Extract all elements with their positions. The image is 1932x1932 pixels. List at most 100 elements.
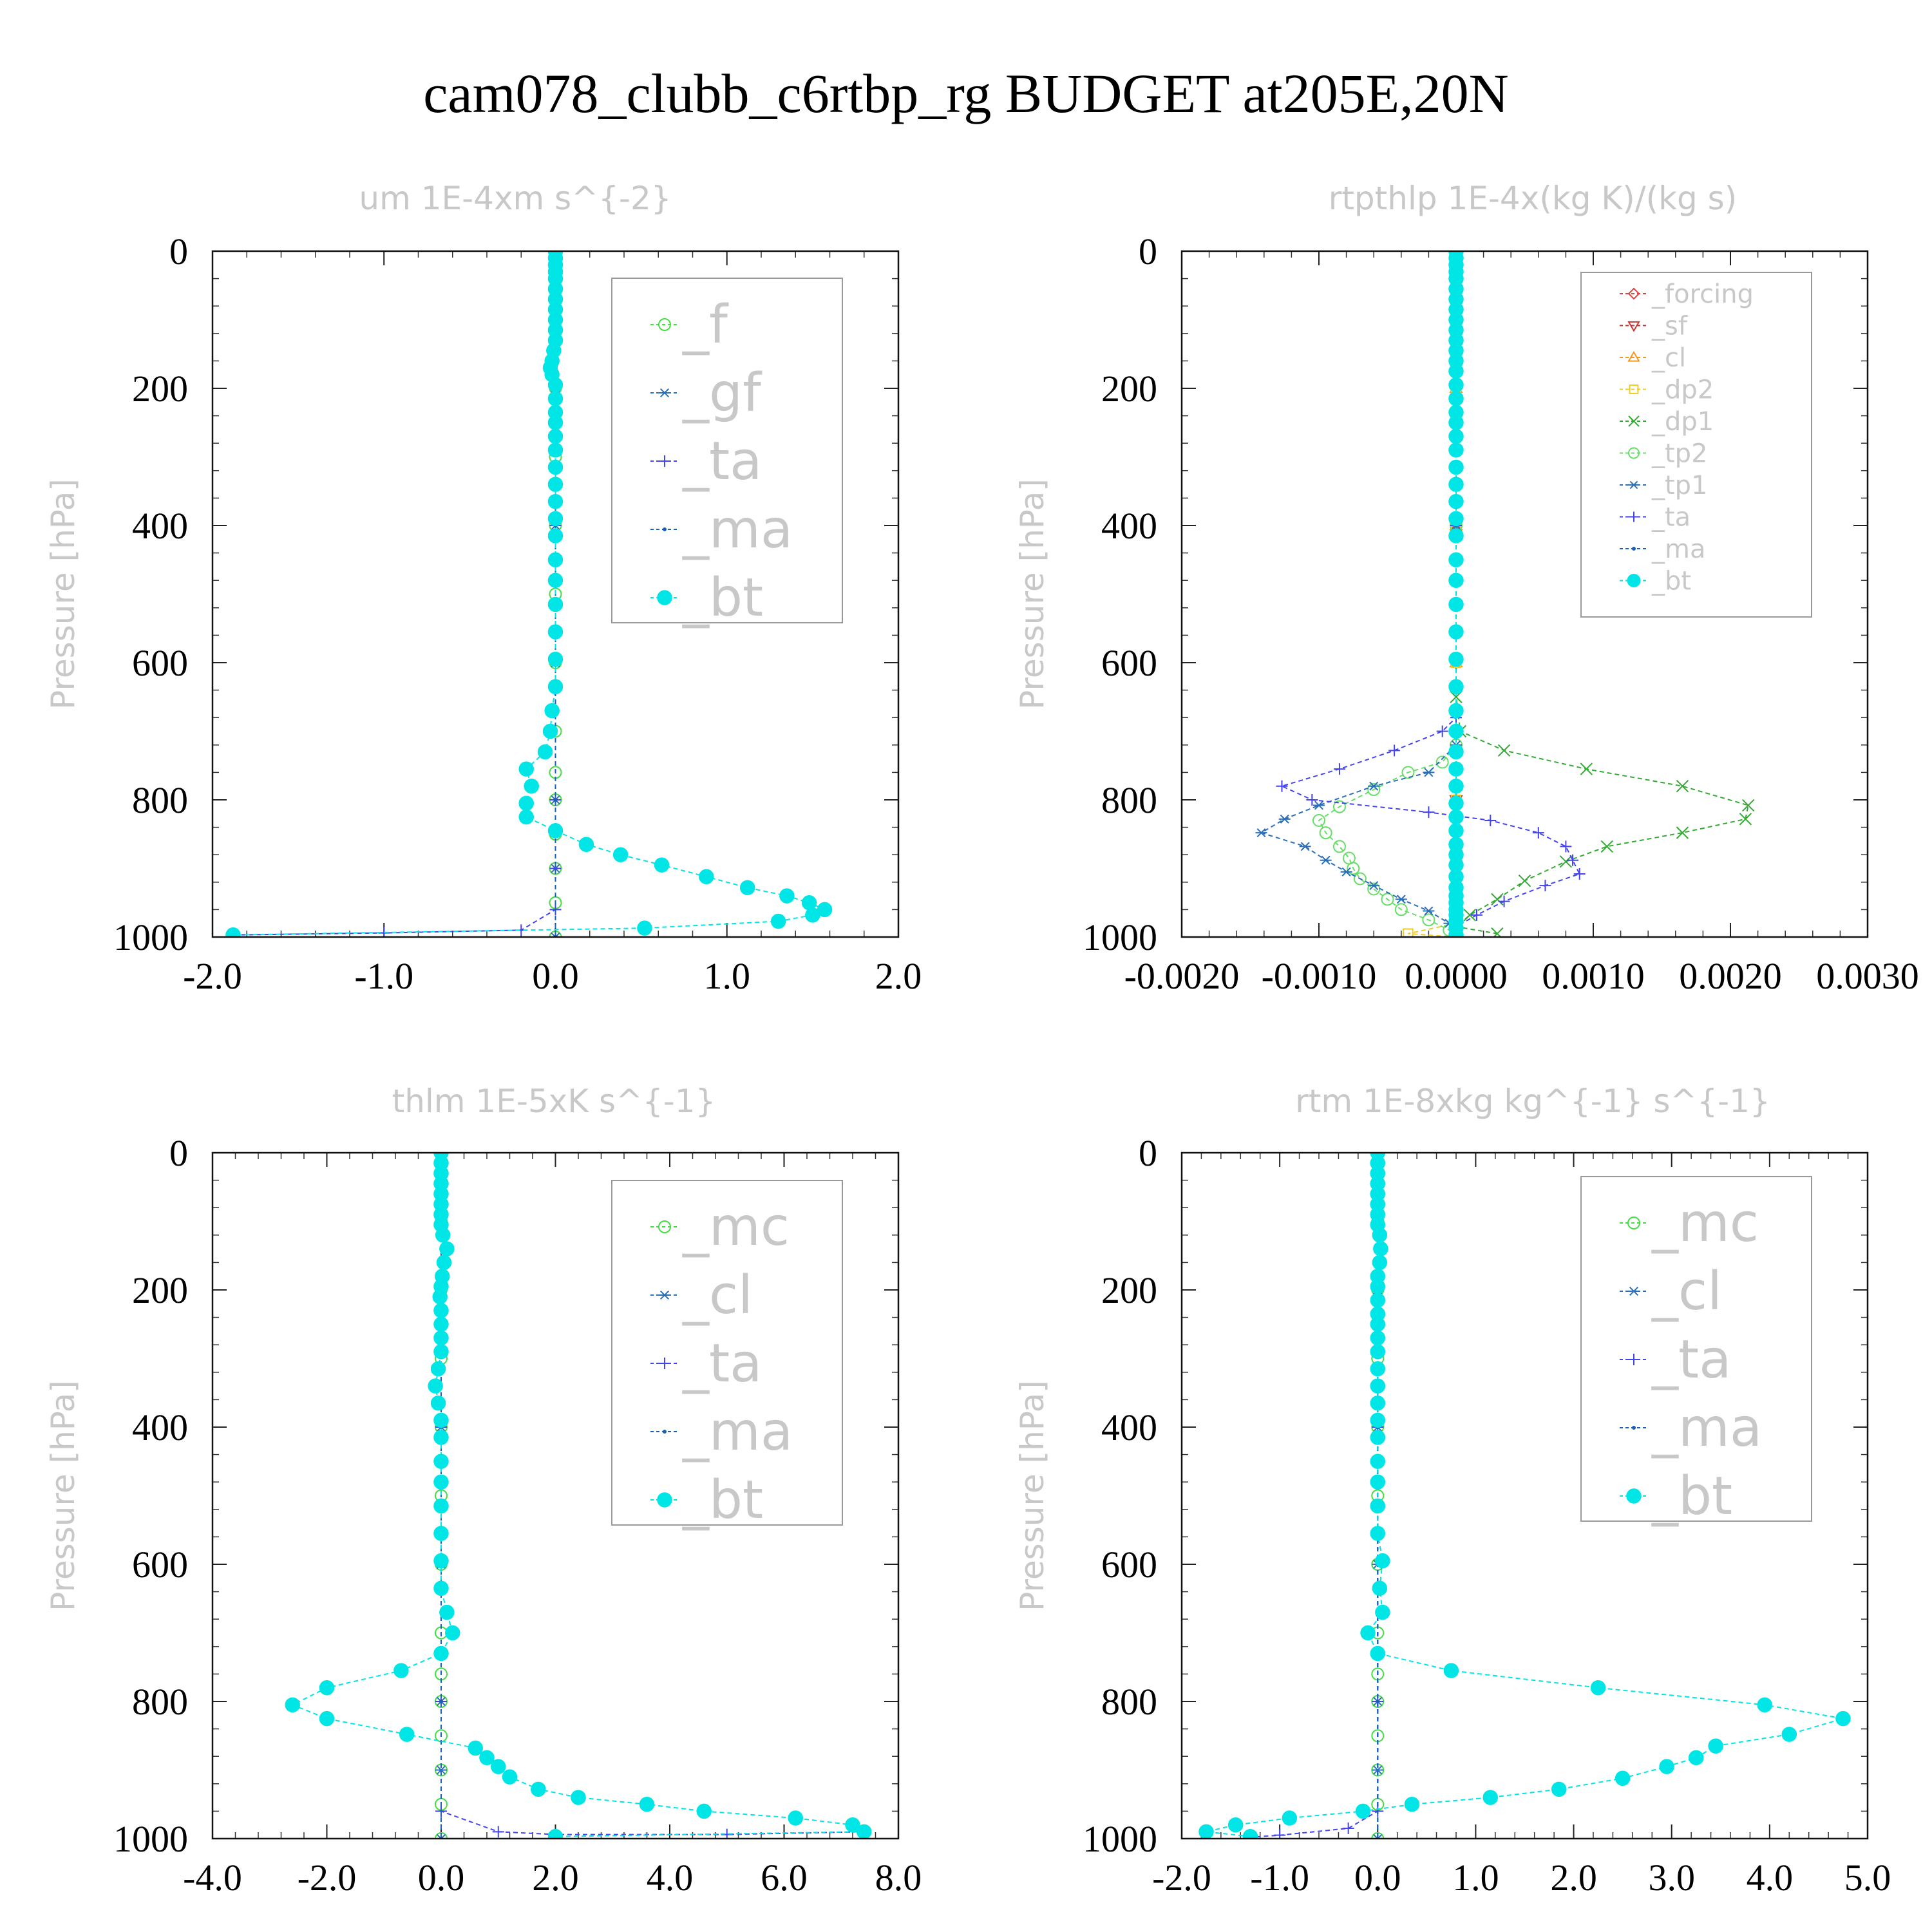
legend-entry: _cl [650,1265,753,1326]
marker-dot [1632,1426,1636,1430]
legend-entry: _gf [650,363,762,424]
data-layer [1198,1153,1851,1839]
legend-label: _dp1 [1651,407,1714,437]
marker-filled-circle [578,837,594,852]
marker-filled-circle [433,1412,449,1428]
marker-filled-circle [1282,1810,1298,1826]
plot-frame [211,1151,900,1840]
marker-filled-circle [1615,1770,1631,1786]
marker-filled-circle [1370,1378,1386,1394]
legend-entry: _dp1 [1620,407,1714,437]
series-bt [285,1153,872,1839]
marker-filled-circle [1448,809,1464,825]
marker-filled-circle [433,1526,449,1541]
marker-filled-circle [433,1553,449,1569]
marker-filled-circle [1448,927,1464,937]
series-bt [1198,1153,1851,1839]
marker-plus [1342,1823,1354,1835]
marker-filled-circle [1626,1488,1642,1504]
marker-filled-circle [433,1330,449,1346]
marker-circle [1319,826,1332,840]
marker-filled-circle [845,1817,860,1833]
marker-filled-circle [542,723,558,739]
legend-label: _ta [1651,503,1690,533]
marker-filled-circle [518,761,534,777]
y-tick-label: 800 [132,1681,188,1723]
legend-label: _ta [682,1333,762,1394]
marker-filled-circle [1227,1817,1244,1833]
marker-dot [1376,1700,1380,1703]
marker-filled-circle [468,1740,483,1756]
legend-label: _cl [1651,343,1686,373]
marker-asterisk [1395,895,1407,904]
series-line [1250,1153,1379,1838]
marker-circle [1367,783,1381,797]
x-tick-label: 2.0 [875,955,922,997]
marker-filled-circle [1372,1255,1388,1271]
x-tick-label: -4.0 [183,1857,242,1899]
legend-entry: _ma [1620,535,1705,564]
marker-asterisk [1372,1765,1384,1775]
marker-asterisk [1299,842,1311,851]
marker-filled-circle [1370,1412,1386,1428]
y-tick-label: 1000 [113,916,188,958]
marker-filled-circle [1370,1498,1386,1514]
legend: _forcing _sf_cl_dp2_dp1_tp2_tp1 _ta_ma _bt [1580,272,1812,618]
marker-filled-circle [445,1625,460,1641]
marker-filled-circle [1242,1829,1258,1839]
legend-entry: _tp2 [1620,439,1708,469]
y-tick-label: 0 [1139,231,1157,272]
marker-filled-circle [433,1580,449,1596]
legend-label: _forcing [1651,279,1754,309]
marker-filled-circle [537,744,553,760]
marker-filled-circle [1443,1663,1459,1678]
marker-filled-circle [1482,1790,1498,1805]
marker-plus [1628,1354,1640,1365]
marker-filled-circle [433,1303,449,1318]
marker-plus [1539,880,1551,892]
marker-asterisk [1320,855,1332,865]
marker-filled-circle [1198,1824,1214,1839]
figure-title: cam078_clubb_c6rtbp_rg BUDGET at205E,20N [423,62,1509,124]
marker-circle [1628,447,1640,459]
marker-filled-circle [433,1430,449,1445]
data-layer [285,1153,872,1839]
marker-filled-circle [531,1781,546,1797]
marker-cross [1559,855,1573,868]
marker-filled-circle [547,528,564,544]
marker-filled-circle [547,624,564,639]
marker-filled-circle [1448,703,1464,719]
marker-asterisk [659,388,670,398]
marker-filled-circle [433,1498,449,1514]
marker-filled-circle [1627,574,1641,587]
marker-circle [658,318,671,331]
series-dp1 [1450,251,1755,937]
marker-circle [1332,840,1346,853]
y-tick-label: 800 [132,779,188,821]
marker-plus [1388,744,1401,757]
legend-box [611,1180,843,1526]
marker-filled-circle [1373,1241,1388,1256]
marker-asterisk [1255,828,1267,838]
legend-entry: _ma [650,499,793,560]
marker-asterisk [1372,1833,1384,1839]
legend-label: _ma [1651,535,1705,564]
marker-square [1403,928,1414,937]
marker-filled-circle [547,477,564,492]
legend-entry: _ma [650,1401,793,1463]
marker-circle [1381,893,1394,906]
y-tick-label: 400 [132,505,188,547]
marker-asterisk [1340,867,1352,876]
x-tick-label: 1.0 [1452,1857,1499,1899]
chart-panel-4: rtm 1E-8xkg kg^{-1} s^{-1} Pressure [hPa]… [1014,1083,1891,1899]
marker-circle [1312,813,1325,827]
legend-entry: _sf [1620,312,1688,341]
marker-circle [1347,862,1360,875]
marker-filled-circle [1448,477,1464,492]
series-tp2 [1312,251,1463,937]
plot-frame [1180,250,1869,938]
marker-filled-circle [547,493,564,509]
legend-entry: _dp2 [1620,375,1714,405]
legend-label: _bt [1651,1466,1732,1527]
